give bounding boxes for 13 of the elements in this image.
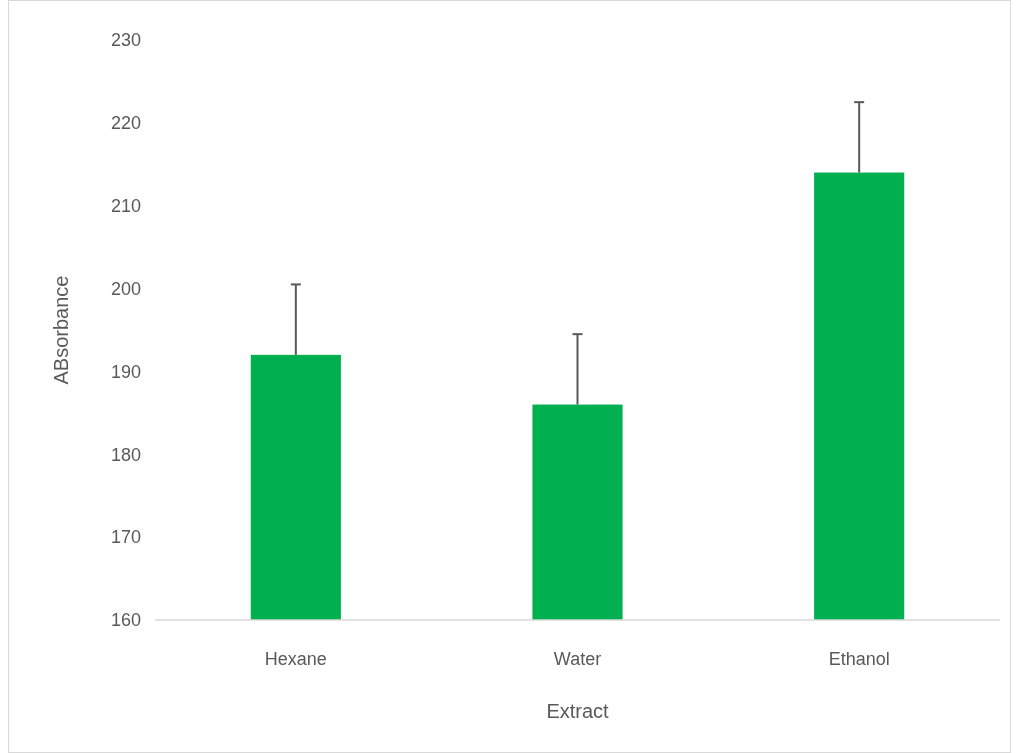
y-axis-title: ABsorbance	[50, 275, 72, 385]
y-tick-label: 210	[110, 196, 141, 217]
x-axis-title: Extract	[546, 700, 610, 722]
y-tick-label: 190	[110, 361, 141, 382]
y-tick-label: 200	[110, 278, 141, 299]
y-tick-label: 160	[110, 610, 141, 631]
x-tick-label: Hexane	[264, 649, 327, 669]
y-tick-label: 220	[110, 113, 141, 134]
y-tick-label: 230	[110, 30, 141, 51]
x-tick-label: Ethanol	[828, 649, 890, 669]
y-tick-label: 180	[110, 444, 141, 465]
x-tick-label: Water	[553, 649, 602, 669]
y-tick-label: 170	[110, 527, 141, 548]
